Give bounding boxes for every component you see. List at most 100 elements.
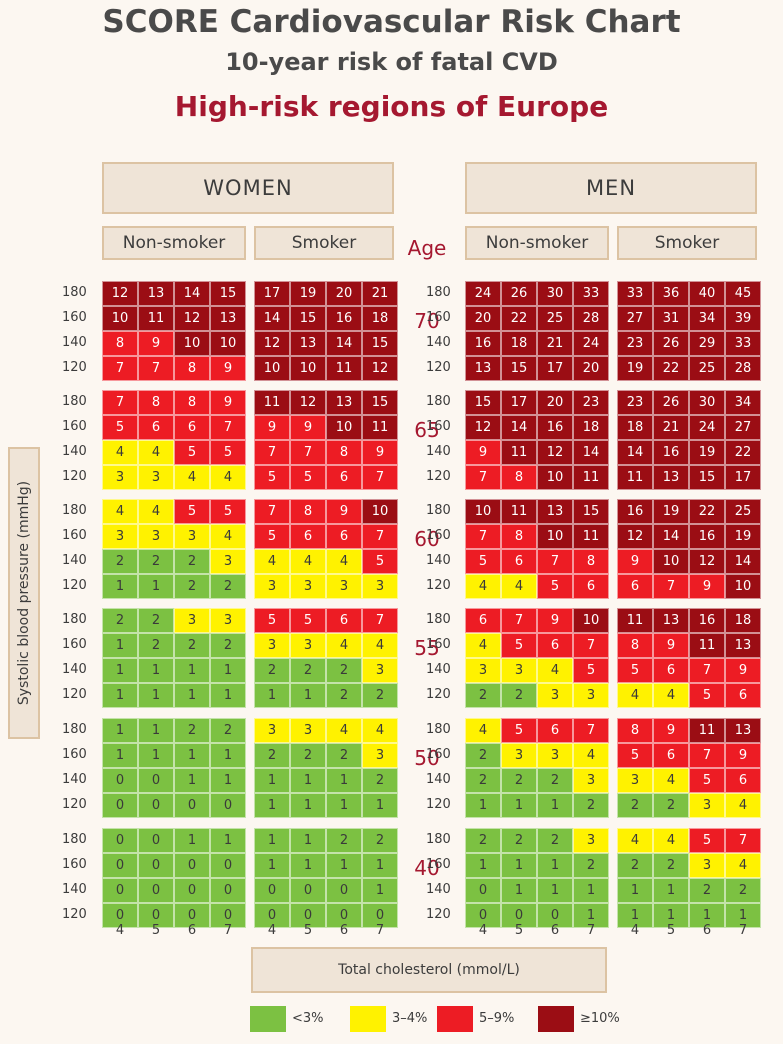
- risk-cell: 8: [290, 499, 326, 524]
- sbp-tick-label: 140: [426, 772, 451, 787]
- legend-label: ≥10%: [580, 1011, 620, 1026]
- risk-cell: 9: [254, 415, 290, 440]
- risk-cell: 5: [537, 574, 573, 599]
- risk-cell: 2: [174, 574, 210, 599]
- sbp-tick-label: 160: [62, 310, 87, 325]
- risk-cell: 18: [573, 415, 609, 440]
- risk-cell: 20: [537, 390, 573, 415]
- sbp-tick-label: 180: [426, 285, 451, 300]
- risk-cell: 3: [362, 743, 398, 768]
- sbp-tick-label: 160: [62, 528, 87, 543]
- legend-swatch: [538, 1006, 574, 1032]
- risk-cell: 2: [138, 633, 174, 658]
- sbp-tick-label: 140: [426, 335, 451, 350]
- risk-cell: 2: [326, 828, 362, 853]
- risk-cell: 4: [617, 828, 653, 853]
- risk-cell: 0: [501, 903, 537, 928]
- risk-cell: 13: [210, 306, 246, 331]
- risk-cell: 2: [362, 683, 398, 708]
- risk-cell: 3: [537, 683, 573, 708]
- risk-cell: 1: [210, 828, 246, 853]
- risk-cell: 26: [501, 281, 537, 306]
- risk-cell: 2: [326, 658, 362, 683]
- risk-cell: 7: [573, 718, 609, 743]
- risk-cell: 8: [573, 549, 609, 574]
- risk-cell: 13: [725, 718, 761, 743]
- header-men: MEN: [465, 162, 757, 214]
- risk-cell: 1: [254, 768, 290, 793]
- risk-cell: 2: [254, 658, 290, 683]
- risk-cell: 13: [653, 608, 689, 633]
- risk-cell: 18: [725, 608, 761, 633]
- risk-cell: 3: [254, 718, 290, 743]
- risk-cell: 2: [174, 549, 210, 574]
- risk-cell: 3: [573, 768, 609, 793]
- sbp-tick-label: 120: [62, 797, 87, 812]
- sbp-tick-label: 160: [426, 528, 451, 543]
- risk-cell: 2: [617, 793, 653, 818]
- risk-cell: 1: [290, 683, 326, 708]
- cholesterol-tick-label: 6: [550, 923, 560, 938]
- risk-cell: 1: [254, 793, 290, 818]
- risk-cell: 23: [617, 331, 653, 356]
- risk-cell: 12: [617, 524, 653, 549]
- cholesterol-tick-label: 4: [115, 923, 125, 938]
- risk-cell: 7: [465, 465, 501, 490]
- risk-cell: 1: [254, 853, 290, 878]
- risk-cell: 6: [617, 574, 653, 599]
- risk-cell: 0: [102, 903, 138, 928]
- legend-label: 3–4%: [392, 1011, 428, 1026]
- risk-cell: 3: [465, 658, 501, 683]
- risk-cell: 12: [254, 331, 290, 356]
- risk-cell: 39: [725, 306, 761, 331]
- risk-cell: 1: [326, 768, 362, 793]
- risk-cell: 9: [138, 331, 174, 356]
- risk-cell: 2: [537, 768, 573, 793]
- risk-cell: 4: [617, 683, 653, 708]
- risk-cell: 14: [725, 549, 761, 574]
- x-axis-label: Total cholesterol (mmol/L): [338, 962, 520, 978]
- risk-cell: 3: [617, 768, 653, 793]
- risk-cell: 28: [725, 356, 761, 381]
- risk-cell: 15: [501, 356, 537, 381]
- risk-cell: 4: [254, 549, 290, 574]
- age-label: 60: [414, 527, 440, 551]
- chart-title: SCORE Cardiovascular Risk Chart: [102, 4, 681, 40]
- risk-cell: 0: [465, 878, 501, 903]
- risk-cell: 10: [254, 356, 290, 381]
- sbp-tick-label: 180: [62, 285, 87, 300]
- risk-cell: 1: [362, 878, 398, 903]
- sbp-tick-label: 120: [62, 578, 87, 593]
- risk-cell: 10: [537, 465, 573, 490]
- risk-cell: 6: [501, 549, 537, 574]
- risk-cell: 12: [689, 549, 725, 574]
- risk-cell: 16: [689, 608, 725, 633]
- risk-cell: 9: [617, 549, 653, 574]
- risk-cell: 5: [362, 549, 398, 574]
- risk-cell: 3: [138, 465, 174, 490]
- risk-cell: 6: [326, 465, 362, 490]
- risk-cell: 8: [326, 440, 362, 465]
- risk-cell: 0: [102, 768, 138, 793]
- risk-cell: 12: [174, 306, 210, 331]
- risk-cell: 4: [210, 524, 246, 549]
- risk-cell: 1: [174, 743, 210, 768]
- risk-cell: 3: [326, 574, 362, 599]
- cholesterol-tick-label: 7: [738, 923, 748, 938]
- risk-cell: 1: [138, 658, 174, 683]
- risk-cell: 11: [573, 524, 609, 549]
- risk-cell: 1: [174, 683, 210, 708]
- sbp-tick-label: 160: [426, 747, 451, 762]
- risk-cell: 1: [326, 853, 362, 878]
- risk-cell: 26: [653, 331, 689, 356]
- sbp-tick-label: 160: [62, 857, 87, 872]
- risk-cell: 20: [326, 281, 362, 306]
- risk-cell: 34: [689, 306, 725, 331]
- risk-cell: 1: [254, 683, 290, 708]
- risk-cell: 2: [501, 683, 537, 708]
- risk-cell: 30: [537, 281, 573, 306]
- sbp-tick-label: 120: [62, 469, 87, 484]
- risk-cell: 4: [573, 743, 609, 768]
- risk-cell: 15: [362, 331, 398, 356]
- risk-cell: 4: [326, 549, 362, 574]
